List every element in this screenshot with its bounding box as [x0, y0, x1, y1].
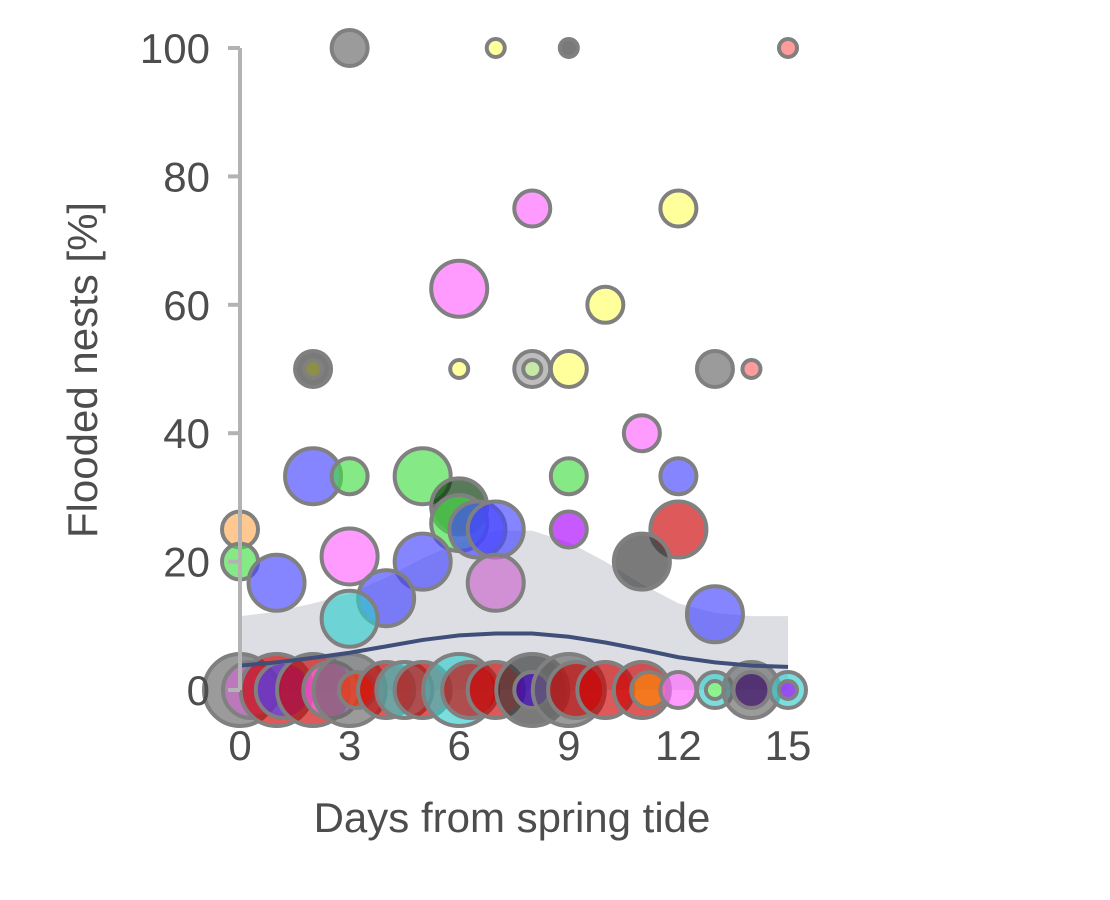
data-point — [548, 456, 589, 497]
data-point — [319, 526, 380, 587]
data-point — [329, 28, 370, 68]
y-tick-label: 20 — [163, 539, 210, 586]
data-point — [658, 456, 699, 497]
points-layer — [202, 28, 808, 728]
data-point — [512, 188, 553, 229]
x-tick-label: 6 — [448, 722, 471, 769]
data-point — [548, 349, 589, 389]
data-point — [465, 552, 526, 613]
data-point — [777, 37, 799, 59]
data-point — [392, 531, 453, 592]
data-point — [621, 413, 662, 454]
data-point — [429, 258, 490, 319]
data-point — [557, 37, 580, 59]
data-point — [484, 37, 507, 59]
x-tick-label: 0 — [228, 722, 251, 769]
fit-line — [239, 631, 789, 669]
data-point — [302, 358, 325, 380]
data-point — [465, 499, 526, 560]
data-point — [658, 188, 699, 229]
data-point — [703, 679, 726, 701]
data-point — [448, 358, 471, 380]
data-point — [658, 670, 699, 710]
data-point — [548, 509, 589, 550]
data-point — [684, 584, 745, 645]
data-point — [731, 670, 772, 710]
data-point — [319, 588, 380, 649]
y-axis-title: Flooded nests [%] — [59, 202, 106, 538]
data-point — [740, 358, 763, 380]
y-tick-label: 40 — [163, 410, 210, 457]
x-tick-label: 15 — [765, 722, 812, 769]
fit-line-layer — [239, 631, 789, 669]
data-point — [585, 284, 626, 325]
y-tick-label: 0 — [187, 667, 210, 714]
data-point — [246, 552, 307, 613]
y-tick-label: 100 — [140, 25, 210, 72]
x-tick-label: 3 — [338, 722, 361, 769]
x-tick-label: 9 — [557, 722, 580, 769]
x-tick-label: 12 — [655, 722, 702, 769]
data-point — [694, 349, 735, 389]
y-tick-label: 80 — [163, 153, 210, 200]
data-point — [777, 679, 799, 701]
data-point — [611, 531, 672, 592]
y-tick-label: 60 — [163, 282, 210, 329]
x-axis-title: Days from spring tide — [314, 794, 711, 841]
axes-layer: 0 20 40 60 80 100 0 3 6 9 12 15 — [140, 25, 811, 769]
data-point — [329, 456, 370, 497]
data-point — [521, 358, 544, 380]
